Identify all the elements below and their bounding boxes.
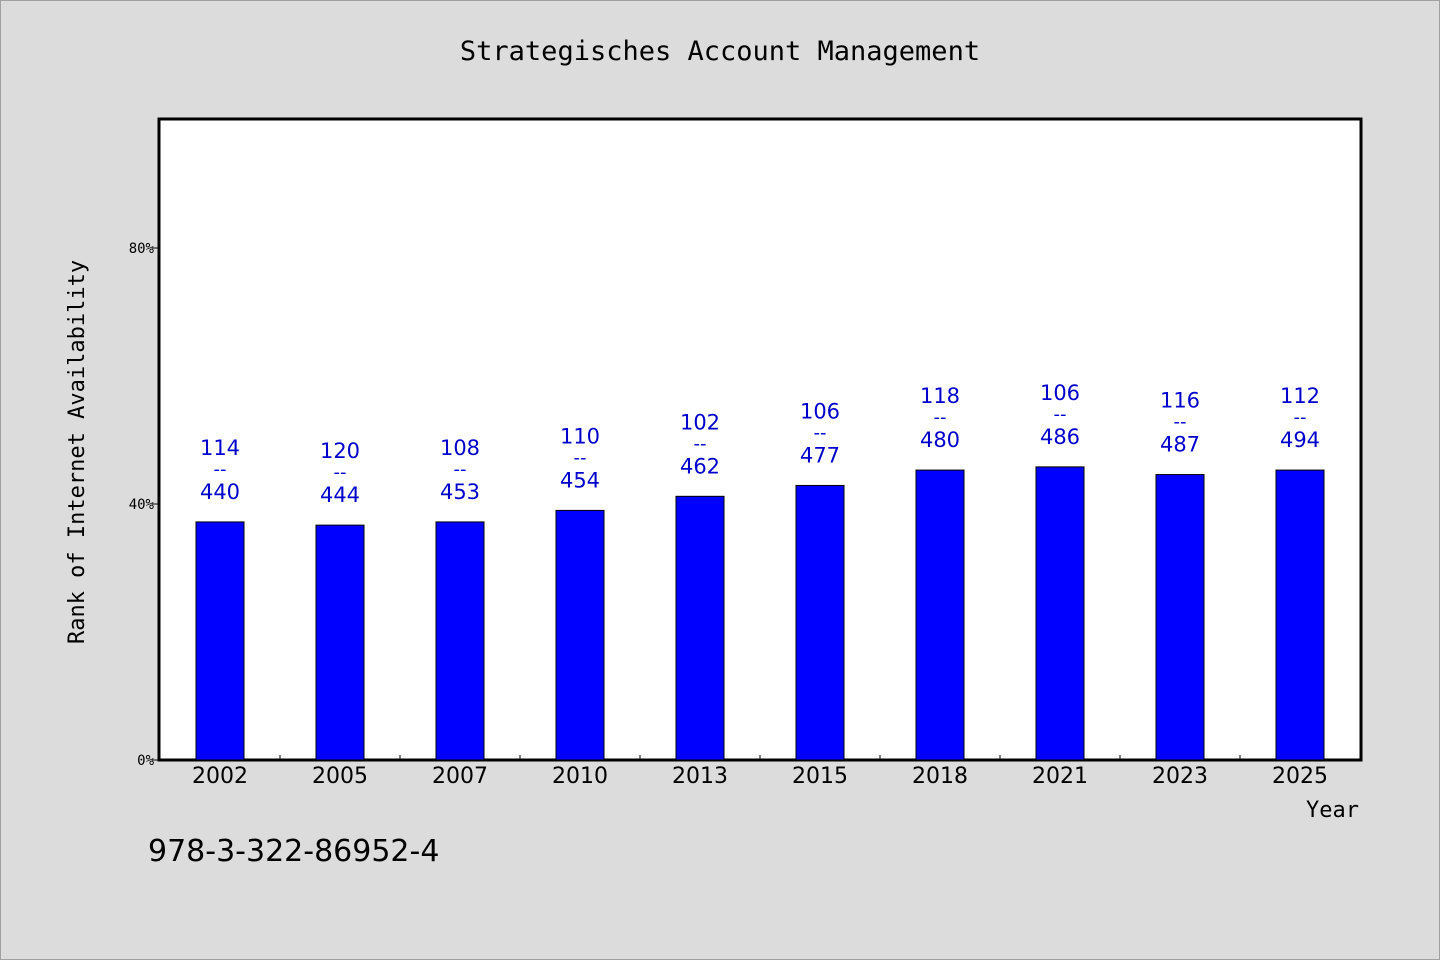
bar-2010	[555, 509, 605, 761]
y-tick-label: 0%	[137, 753, 154, 769]
bar-2023	[1155, 474, 1205, 761]
bar-label-separator: --	[934, 407, 947, 428]
bar-label-separator: --	[214, 459, 227, 480]
bar-2021	[1035, 466, 1085, 761]
x-tick-label: 2023	[1152, 764, 1208, 789]
bar-label-separator: --	[454, 459, 467, 480]
x-tick-label: 2021	[1032, 764, 1088, 789]
y-tick-label: 80%	[129, 241, 155, 257]
bar-2005	[315, 524, 365, 761]
bar-label-separator: --	[1174, 412, 1187, 433]
x-tick-label: 2007	[432, 764, 488, 789]
x-tick-label: 2005	[312, 764, 368, 789]
bar-label-bottom: 486	[1040, 425, 1080, 449]
x-tick-label: 2015	[792, 764, 848, 789]
bar-label-top: 116	[1160, 389, 1200, 413]
bar-label-separator: --	[1054, 404, 1067, 425]
bar-labels-layer: 114--440120--444108--453110--454102--462…	[200, 381, 1320, 507]
bar-2007	[435, 521, 485, 761]
bar-label-top: 106	[1040, 381, 1080, 405]
bar-label-bottom: 444	[320, 483, 360, 507]
bar-label-separator: --	[814, 422, 827, 443]
x-tick-label: 2025	[1272, 764, 1328, 789]
bar-label-bottom: 494	[1280, 428, 1320, 452]
x-ticks-layer: 2002 2005 2007 2010 2013 2015 2018 2021 2023 2025	[192, 755, 1328, 789]
bar-label-separator: --	[334, 462, 347, 483]
bar-2018	[915, 469, 965, 761]
bar-label-separator: --	[574, 447, 587, 468]
bar-2025	[1275, 469, 1325, 761]
bar-label-top: 114	[200, 436, 240, 460]
bar-label-bottom: 480	[920, 428, 960, 452]
bar-label-separator: --	[694, 433, 707, 454]
bar-label-separator: --	[1294, 407, 1307, 428]
x-tick-label: 2013	[672, 764, 728, 789]
bar-label-bottom: 454	[560, 468, 600, 492]
bar-label-top: 112	[1280, 384, 1320, 408]
chart-title: Strategisches Account Management	[459, 36, 981, 67]
bar-label-top: 108	[440, 436, 480, 460]
bar-label-bottom: 453	[440, 480, 480, 504]
bar-label-top: 118	[920, 384, 960, 408]
y-axis-label: Rank of Internet Availability	[65, 260, 90, 644]
bar-2002	[195, 521, 245, 761]
bar-2015	[795, 484, 845, 761]
bar-label-top: 110	[560, 424, 600, 448]
bar-label-bottom: 440	[200, 480, 240, 504]
isbn-text: 978-3-322-86952-4	[148, 834, 440, 869]
x-tick-label: 2018	[912, 764, 968, 789]
y-ticks-layer: 0% 40% 80%	[129, 241, 160, 769]
bar-label-top: 106	[800, 399, 840, 423]
bar-label-bottom: 477	[800, 443, 840, 467]
bar-label-bottom: 462	[680, 454, 720, 478]
x-tick-label: 2010	[552, 764, 608, 789]
bars-layer	[195, 466, 1325, 761]
bar-label-bottom: 487	[1160, 433, 1200, 457]
bar-2013	[675, 495, 725, 761]
bar-label-top: 120	[320, 439, 360, 463]
y-tick-label: 40%	[129, 497, 155, 513]
x-axis-label: Year	[1306, 798, 1359, 823]
x-tick-label: 2002	[192, 764, 248, 789]
bar-label-top: 102	[680, 410, 720, 434]
